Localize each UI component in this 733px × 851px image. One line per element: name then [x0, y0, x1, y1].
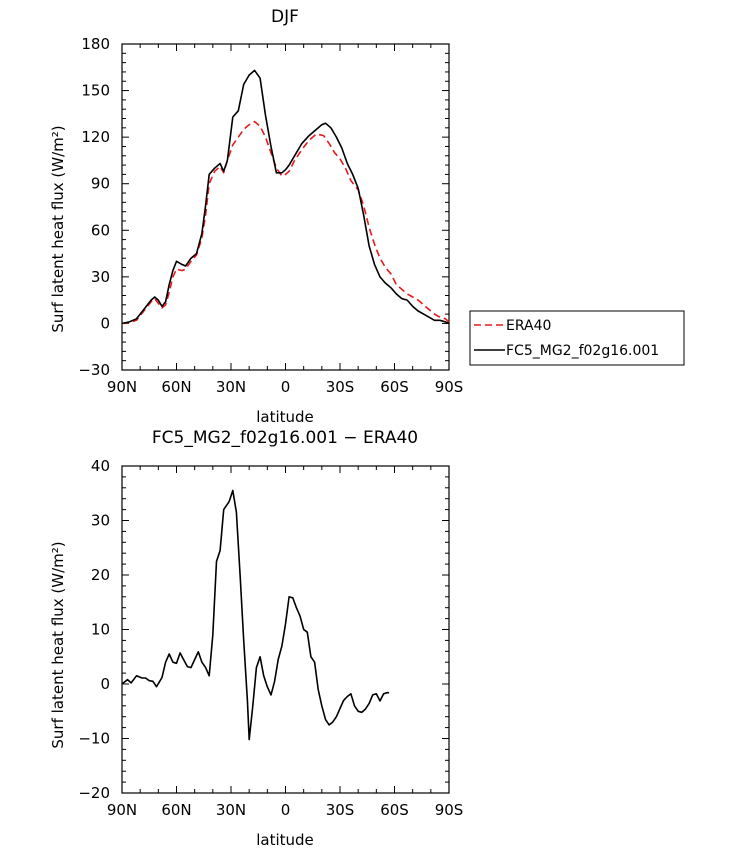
x-tick-label: 30N [216, 801, 246, 819]
y-tick-label: 180 [81, 35, 110, 53]
chart-title: FC5_MG2_f02g16.001 − ERA40 [152, 428, 418, 448]
series-layer [121, 489, 390, 741]
y-tick-label: 30 [91, 268, 110, 286]
x-tick-label: 30N [216, 378, 246, 396]
x-tick-label: 30S [326, 378, 355, 396]
series-line-0 [121, 120, 450, 325]
series-line-0 [121, 489, 390, 741]
y-axis-label: Surf latent heat flux (W/m²) [49, 125, 67, 332]
y-tick-label: 40 [91, 457, 110, 475]
x-tick-label: 90S [435, 378, 464, 396]
y-tick-label: 10 [91, 621, 110, 639]
series-layer [121, 69, 450, 325]
x-tick-label: 90S [435, 801, 464, 819]
plot-frame [121, 43, 450, 371]
y-tick-label: 20 [91, 566, 110, 584]
y-tick-label: −10 [78, 730, 110, 748]
y-tick-label: 0 [100, 675, 110, 693]
legend: ERA40 FC5_MG2_f02g16.001 [469, 310, 685, 366]
x-tick-label: 90N [107, 801, 137, 819]
x-tick-label: 30S [326, 801, 355, 819]
x-tick-label: 60N [161, 378, 191, 396]
chart-title: DJF [271, 7, 299, 27]
y-tick-label: 90 [91, 175, 110, 193]
y-tick-label: 120 [81, 128, 110, 146]
legend-label-fc5: FC5_MG2_f02g16.001 [506, 343, 659, 359]
x-tick-label: 60S [380, 801, 409, 819]
y-tick-label: 30 [91, 512, 110, 530]
legend-box [469, 310, 685, 366]
series-line-1 [121, 69, 450, 325]
plot-frame [121, 465, 450, 794]
difference-panel: FC5_MG2_f02g16.001 − ERA40 Surf latent h… [49, 428, 463, 849]
axes: 90N 60N 30N 0 30S 60S 90S −20 −10 0 10 20 30 40 [78, 457, 463, 819]
x-tick-label: 90N [107, 378, 137, 396]
y-tick-label: −30 [78, 361, 110, 379]
djf-panel: DJF Surf latent heat flux (W/m²) latitud… [49, 7, 685, 426]
y-tick-label: 150 [81, 82, 110, 100]
x-tick-label: 60N [161, 801, 191, 819]
y-tick-label: 0 [100, 314, 110, 332]
y-tick-label: 60 [91, 221, 110, 239]
y-axis-label: Surf latent heat flux (W/m²) [49, 541, 67, 748]
x-axis-label: latitude [256, 831, 314, 849]
x-axis-label: latitude [256, 408, 314, 426]
legend-label-era40: ERA40 [506, 318, 551, 334]
axes: 90N 60N 30N 0 30S 60S 90S −30 0 30 60 90 120 150 180 [78, 35, 463, 396]
x-tick-label: 0 [281, 801, 291, 819]
y-tick-label: −20 [78, 784, 110, 802]
x-tick-label: 0 [281, 378, 291, 396]
x-tick-label: 60S [380, 378, 409, 396]
